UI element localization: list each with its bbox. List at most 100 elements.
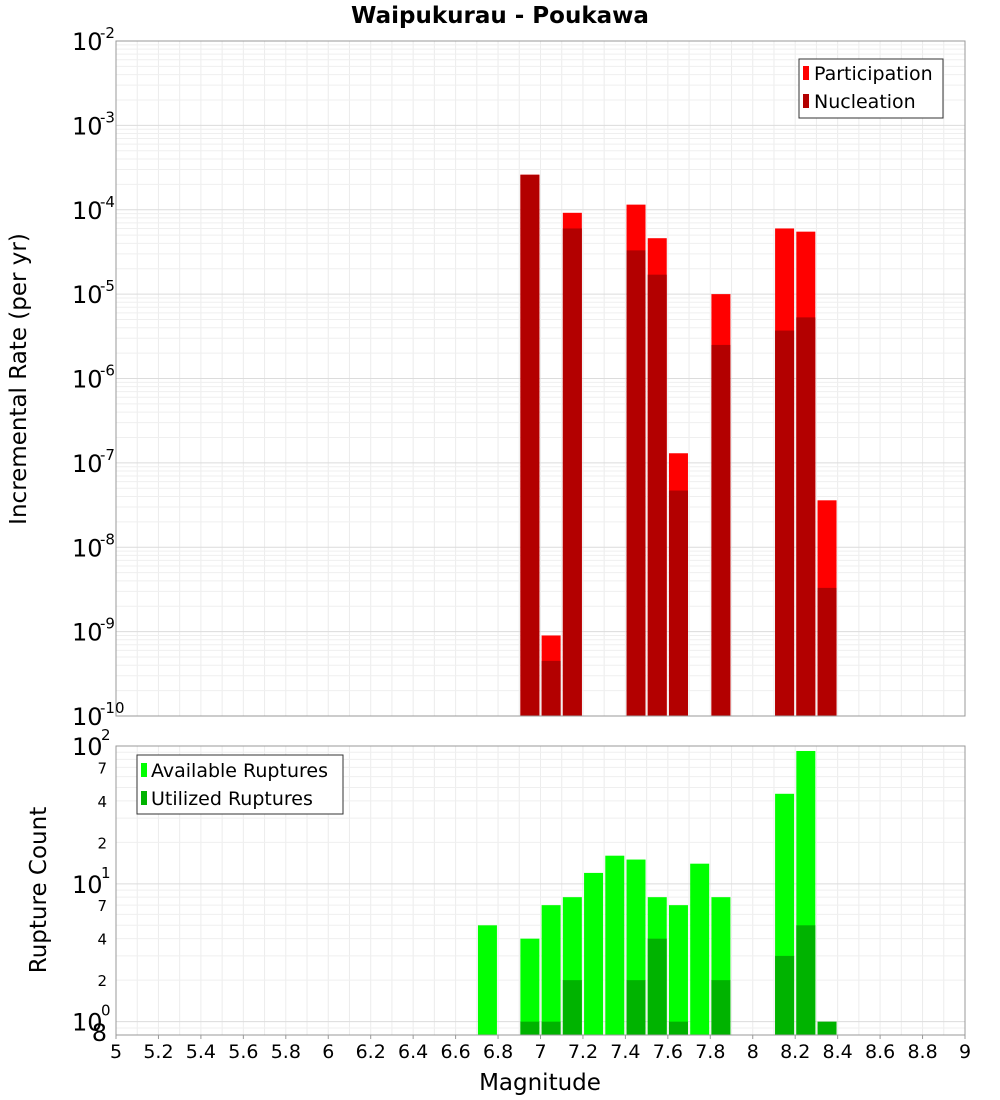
bottom-legend-box	[136, 754, 344, 815]
x-tick-label: 7.4	[610, 1041, 640, 1063]
y-tick-base: 10	[72, 112, 103, 140]
utilized-ruptures-bar	[541, 1021, 561, 1035]
legend-label-participation: Participation	[814, 63, 933, 85]
x-tick-label: 7.6	[653, 1041, 683, 1063]
x-tick-label: 6.4	[398, 1041, 428, 1063]
top-y-tick-label: 10-2	[72, 24, 115, 56]
x-tick-label: 8.4	[823, 1041, 853, 1063]
top-y-tick-label: 10-3	[72, 108, 115, 140]
bottom-y-tick-label: 102	[72, 726, 111, 761]
top-grid	[116, 41, 965, 717]
top-y-tick-label: 10-5	[72, 277, 115, 309]
y-tick-base: 10	[72, 197, 103, 225]
available-ruptures-bar	[668, 905, 688, 1035]
nucleation-bar	[775, 330, 795, 716]
x-tick-label: 7.8	[695, 1041, 725, 1063]
nucleation-bar	[796, 317, 816, 716]
nucleation-bar	[541, 660, 561, 716]
top-legend: Participation Nucleation	[798, 58, 944, 119]
utilized-ruptures-bar	[668, 1021, 688, 1035]
x-tick-label: 5	[110, 1041, 122, 1063]
nucleation-bar	[668, 490, 688, 716]
utilized-ruptures-bar	[520, 1021, 540, 1035]
y-tick-base: 10	[72, 281, 103, 309]
utilized-ruptures-bar	[775, 955, 795, 1035]
x-tick-label: 6.2	[356, 1041, 386, 1063]
y-minor-tick-label: 2	[97, 834, 107, 852]
y-tick-exponent: -5	[100, 277, 115, 295]
top-y-tick-label: 10-7	[72, 446, 115, 478]
legend-swatch-nucleation	[803, 94, 809, 108]
y-tick-base: 10	[72, 366, 103, 394]
x-tick-label: 8	[747, 1041, 759, 1063]
x-tick-label: 9	[959, 1041, 971, 1063]
x-tick-label: 6.8	[483, 1041, 513, 1063]
y-tick-exponent: -2	[100, 24, 115, 42]
x-tick-label: 6	[322, 1041, 334, 1063]
x-tick-label: 5.2	[143, 1041, 173, 1063]
top-y-tick-label: 10-9	[72, 615, 115, 647]
legend-label-available: Available Ruptures	[151, 760, 328, 782]
y-tick-exponent: -7	[100, 446, 115, 464]
legend-label-nucleation: Nucleation	[814, 91, 916, 113]
nucleation-bar	[647, 274, 667, 716]
y-tick-base: 10	[72, 450, 103, 478]
y-tick-base: 10	[72, 1009, 103, 1037]
y-tick-base: 10	[72, 733, 103, 761]
y-minor-tick-label: 7	[97, 759, 107, 777]
utilized-ruptures-bar	[647, 938, 667, 1035]
utilized-ruptures-bar	[562, 980, 582, 1035]
y-tick-base: 10	[72, 619, 103, 647]
top-legend-box	[798, 58, 944, 119]
utilized-ruptures-bar	[796, 925, 816, 1035]
y-tick-base: 10	[72, 703, 103, 731]
bottom-y-tick-label: 100	[72, 1002, 111, 1037]
bottom-y-axis-label: Rupture Count	[26, 807, 52, 973]
y-tick-base: 10	[72, 534, 103, 562]
x-tick-label: 5.6	[228, 1041, 258, 1063]
y-tick-exponent: 2	[101, 726, 111, 744]
top-y-tick-label: 10-4	[72, 193, 115, 225]
x-tick-label: 7	[534, 1041, 546, 1063]
y-tick-exponent: 0	[101, 1002, 111, 1020]
x-tick-label: 8.6	[865, 1041, 895, 1063]
x-tick-label: 8.2	[780, 1041, 810, 1063]
y-minor-tick-label: 4	[97, 793, 107, 811]
top-y-tick-label: 10-6	[72, 362, 115, 394]
legend-swatch-utilized	[141, 791, 147, 805]
y-tick-exponent: -4	[100, 193, 115, 211]
nucleation-bar	[817, 587, 837, 716]
x-ticks: 5 5.2 5.4 5.6 5.8 6 6.2 6.4 6.6 6.8 7 7.2 7.4 7.6 7.8 8…	[110, 1035, 971, 1063]
y-tick-exponent: -10	[100, 699, 125, 717]
chart-title: Waipukurau - Poukawa	[351, 3, 649, 29]
y-tick-base: 10	[72, 871, 103, 899]
x-tick-label: 5.4	[186, 1041, 216, 1063]
legend-label-utilized: Utilized Ruptures	[151, 788, 313, 810]
top-y-axis-label: Incremental Rate (per yr)	[6, 233, 32, 525]
nucleation-bar	[520, 174, 540, 716]
y-tick-base: 10	[72, 28, 103, 56]
available-ruptures-bar	[520, 938, 540, 1035]
legend-swatch-participation	[803, 66, 809, 80]
x-tick-label: 7.2	[568, 1041, 598, 1063]
available-ruptures-bar	[690, 863, 710, 1035]
y-minor-tick-label: 8	[92, 1019, 107, 1047]
y-minor-tick-label: 4	[97, 931, 107, 949]
bottom-bars	[477, 750, 837, 1035]
y-minor-tick-label: 2	[97, 972, 107, 990]
x-tick-label: 5.8	[271, 1041, 301, 1063]
x-tick-label: 8.8	[907, 1041, 937, 1063]
top-plot-frame	[115, 40, 966, 717]
top-bars	[520, 174, 837, 717]
bottom-legend: Available Ruptures Utilized Ruptures	[136, 754, 344, 815]
available-ruptures-bar	[584, 872, 604, 1035]
bottom-grid	[116, 746, 965, 1035]
bottom-y-tick-label: 101	[72, 864, 111, 899]
y-minor-tick-label: 7	[97, 897, 107, 915]
nucleation-bar	[626, 250, 646, 717]
y-tick-exponent: -6	[100, 362, 115, 380]
x-tick-label: 6.6	[440, 1041, 470, 1063]
top-y-tick-label: 10-10	[72, 699, 125, 731]
